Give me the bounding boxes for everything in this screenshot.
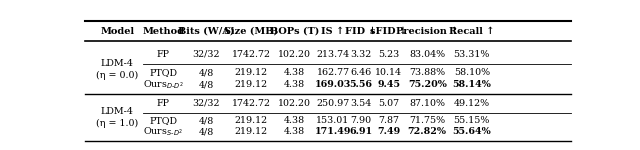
Text: 213.74: 213.74 (316, 50, 349, 59)
Text: 5.56: 5.56 (349, 81, 372, 90)
Text: 49.12%: 49.12% (454, 99, 490, 108)
Text: Model: Model (100, 27, 134, 36)
Text: Size (MB): Size (MB) (224, 27, 278, 36)
Text: 4.38: 4.38 (284, 127, 305, 136)
Text: 219.12: 219.12 (234, 127, 268, 136)
Text: 169.03: 169.03 (315, 81, 351, 90)
Text: Ours$_{D\text{-}D^2}$: Ours$_{D\text{-}D^2}$ (143, 79, 184, 91)
Text: IS ↑: IS ↑ (321, 27, 344, 36)
Text: 71.75%: 71.75% (409, 116, 445, 125)
Text: Recall ↑: Recall ↑ (449, 27, 495, 36)
Text: 1742.72: 1742.72 (232, 50, 271, 59)
Text: 73.88%: 73.88% (409, 68, 445, 77)
Text: FID ↓: FID ↓ (345, 27, 376, 36)
Text: 55.64%: 55.64% (452, 127, 492, 136)
Text: Precision ↑: Precision ↑ (396, 27, 458, 36)
Text: sFID ↓: sFID ↓ (370, 27, 407, 36)
Text: 1742.72: 1742.72 (232, 99, 271, 108)
Text: BOPs (T): BOPs (T) (269, 27, 319, 36)
Text: PTQD: PTQD (149, 68, 177, 77)
Text: 7.49: 7.49 (377, 127, 400, 136)
Text: LDM-4
(η = 1.0): LDM-4 (η = 1.0) (96, 107, 138, 128)
Text: 7.87: 7.87 (378, 116, 399, 125)
Text: 4/8: 4/8 (199, 116, 214, 125)
Text: 6.46: 6.46 (350, 68, 371, 77)
Text: 75.20%: 75.20% (408, 81, 447, 90)
Text: 4.38: 4.38 (284, 116, 305, 125)
Text: 32/32: 32/32 (193, 99, 220, 108)
Text: 4/8: 4/8 (199, 127, 214, 136)
Text: 83.04%: 83.04% (409, 50, 445, 59)
Text: 5.07: 5.07 (378, 99, 399, 108)
Text: 102.20: 102.20 (278, 50, 311, 59)
Text: 3.32: 3.32 (350, 50, 371, 59)
Text: LDM-4
(η = 0.0): LDM-4 (η = 0.0) (96, 59, 138, 80)
Text: 58.10%: 58.10% (454, 68, 490, 77)
Text: 171.49: 171.49 (315, 127, 351, 136)
Text: 72.82%: 72.82% (408, 127, 447, 136)
Text: 3.54: 3.54 (350, 99, 371, 108)
Text: 4/8: 4/8 (199, 81, 214, 90)
Text: 7.90: 7.90 (350, 116, 371, 125)
Text: Ours$_{S\text{-}D^2}$: Ours$_{S\text{-}D^2}$ (143, 126, 184, 138)
Text: 4.38: 4.38 (284, 68, 305, 77)
Text: FP: FP (157, 99, 170, 108)
Text: 219.12: 219.12 (234, 68, 268, 77)
Text: Bits (W/A): Bits (W/A) (179, 27, 235, 36)
Text: 87.10%: 87.10% (409, 99, 445, 108)
Text: 5.23: 5.23 (378, 50, 399, 59)
Text: FP: FP (157, 50, 170, 59)
Text: 58.14%: 58.14% (452, 81, 492, 90)
Text: Method: Method (142, 27, 184, 36)
Text: 219.12: 219.12 (234, 116, 268, 125)
Text: 250.97: 250.97 (316, 99, 349, 108)
Text: 4/8: 4/8 (199, 68, 214, 77)
Text: 4.38: 4.38 (284, 81, 305, 90)
Text: 162.77: 162.77 (316, 68, 349, 77)
Text: 10.14: 10.14 (375, 68, 402, 77)
Text: PTQD: PTQD (149, 116, 177, 125)
Text: 102.20: 102.20 (278, 99, 311, 108)
Text: 153.01: 153.01 (316, 116, 349, 125)
Text: 6.91: 6.91 (349, 127, 372, 136)
Text: 53.31%: 53.31% (454, 50, 490, 59)
Text: 55.15%: 55.15% (454, 116, 490, 125)
Text: 219.12: 219.12 (234, 81, 268, 90)
Text: 32/32: 32/32 (193, 50, 220, 59)
Text: 9.45: 9.45 (377, 81, 400, 90)
